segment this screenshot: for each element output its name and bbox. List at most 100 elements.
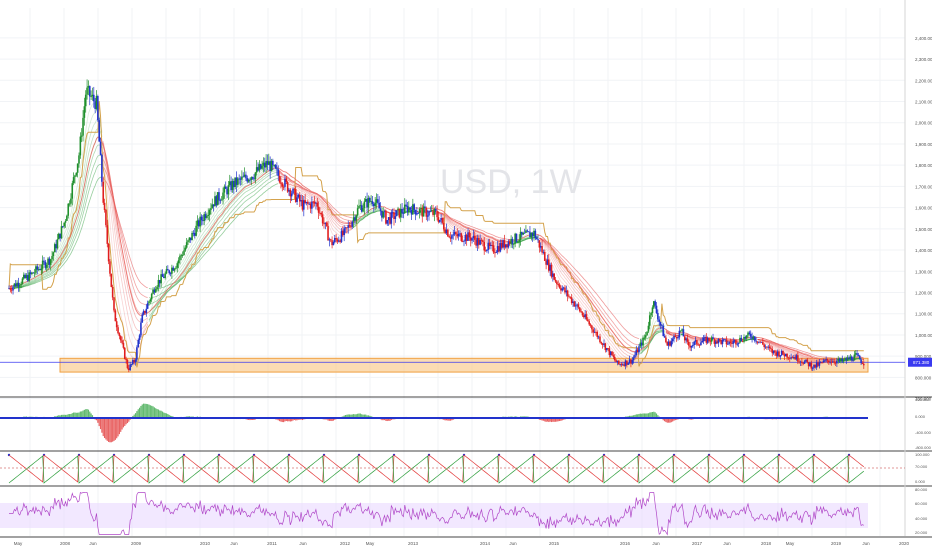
candle-body	[782, 351, 784, 355]
candle-body	[586, 314, 588, 319]
candle-body	[10, 288, 12, 289]
time-tick-label: 2020	[899, 541, 910, 546]
price-tick-label: 1,200.000	[915, 291, 932, 296]
candle-body	[409, 207, 411, 210]
time-tick-label: 2018	[761, 541, 772, 546]
candle-body	[136, 347, 138, 359]
time-tick-label: 2012	[340, 541, 351, 546]
candle-body	[435, 209, 437, 211]
candle-body	[691, 346, 693, 348]
candle-body	[296, 197, 298, 202]
candle-body	[677, 337, 679, 338]
candle-body	[151, 294, 153, 300]
candle-body	[272, 161, 274, 165]
candle-body	[631, 360, 633, 364]
candle-body	[536, 238, 538, 239]
candle-body	[131, 364, 133, 365]
candle-body	[129, 364, 131, 370]
candle-body	[210, 208, 212, 210]
candle-body	[182, 255, 184, 256]
candle-body	[279, 176, 281, 183]
candle-body	[661, 325, 663, 326]
candle-body	[727, 344, 729, 345]
candle-body	[613, 355, 615, 357]
candle-body	[517, 242, 519, 243]
candle-body	[146, 309, 148, 313]
candle-body	[176, 263, 178, 268]
candle-body	[424, 206, 426, 208]
rsi-band	[0, 503, 868, 528]
candle-body	[665, 338, 667, 343]
candle-body	[860, 359, 862, 363]
candle-body	[463, 241, 465, 242]
candle-body	[105, 210, 107, 225]
price-tick-label: 2,400.000	[915, 36, 932, 41]
candle-body	[687, 338, 689, 341]
time-tick-label: 2013	[408, 541, 419, 546]
candle-body	[42, 261, 44, 269]
candle-body	[77, 164, 79, 173]
candle-body	[358, 206, 360, 208]
price-tick-label: 800.000	[915, 375, 932, 380]
candle-body	[774, 350, 776, 352]
candle-body	[824, 360, 826, 361]
candle-body	[856, 353, 858, 355]
candle-body	[827, 359, 829, 360]
candle-body	[82, 118, 84, 136]
price-tick-label: 2,200.000	[915, 78, 932, 83]
candle-body	[386, 220, 388, 224]
candle-body	[76, 173, 78, 176]
candle-body	[333, 242, 335, 245]
candle-body	[675, 336, 677, 337]
candle-body	[71, 183, 73, 198]
candle-body	[139, 335, 141, 340]
rsi-tick-label: 40.000	[915, 516, 928, 521]
candle-body	[86, 88, 88, 95]
candle-body	[327, 226, 329, 240]
candle-body	[735, 340, 737, 344]
candle-body	[395, 216, 397, 219]
candle-body	[736, 344, 738, 345]
time-tick-label: Jun	[723, 541, 731, 546]
candle-body	[561, 289, 563, 291]
candle-body	[374, 203, 376, 207]
price-tick-label: 1,800.000	[915, 163, 932, 168]
candle-body	[220, 200, 222, 201]
candle-body	[34, 273, 36, 274]
candle-body	[582, 312, 584, 315]
candle-body	[439, 220, 441, 222]
candle-body	[851, 357, 853, 361]
candle-body	[123, 343, 125, 348]
candle-body	[51, 256, 53, 259]
rsi-tick-label: 20.000	[915, 530, 928, 535]
candle-body	[322, 214, 324, 223]
candle-body	[750, 334, 752, 337]
candle-body	[112, 287, 114, 298]
candle-body	[102, 182, 104, 203]
candle-body	[117, 327, 119, 333]
candle-body	[150, 299, 152, 301]
candle-body	[369, 198, 371, 202]
candle-body	[111, 274, 113, 287]
candle-body	[93, 95, 95, 101]
candle-body	[209, 210, 211, 215]
support-zone	[60, 358, 868, 372]
candle-body	[770, 348, 772, 349]
candle-body	[541, 246, 543, 252]
candle-body	[148, 301, 150, 303]
candle-body	[174, 269, 176, 271]
candle-body	[486, 250, 488, 251]
macd-tick-label: 400.000	[915, 397, 930, 402]
candle-body	[526, 230, 528, 231]
candle-body	[812, 368, 814, 369]
candle-body	[195, 226, 197, 236]
candle-body	[730, 342, 732, 343]
candle-body	[471, 238, 473, 240]
candle-body	[806, 360, 808, 363]
candle-body	[311, 202, 313, 209]
candle-body	[382, 211, 384, 217]
price-tick-label: 1,000.000	[915, 333, 932, 338]
candle-body	[654, 301, 656, 306]
